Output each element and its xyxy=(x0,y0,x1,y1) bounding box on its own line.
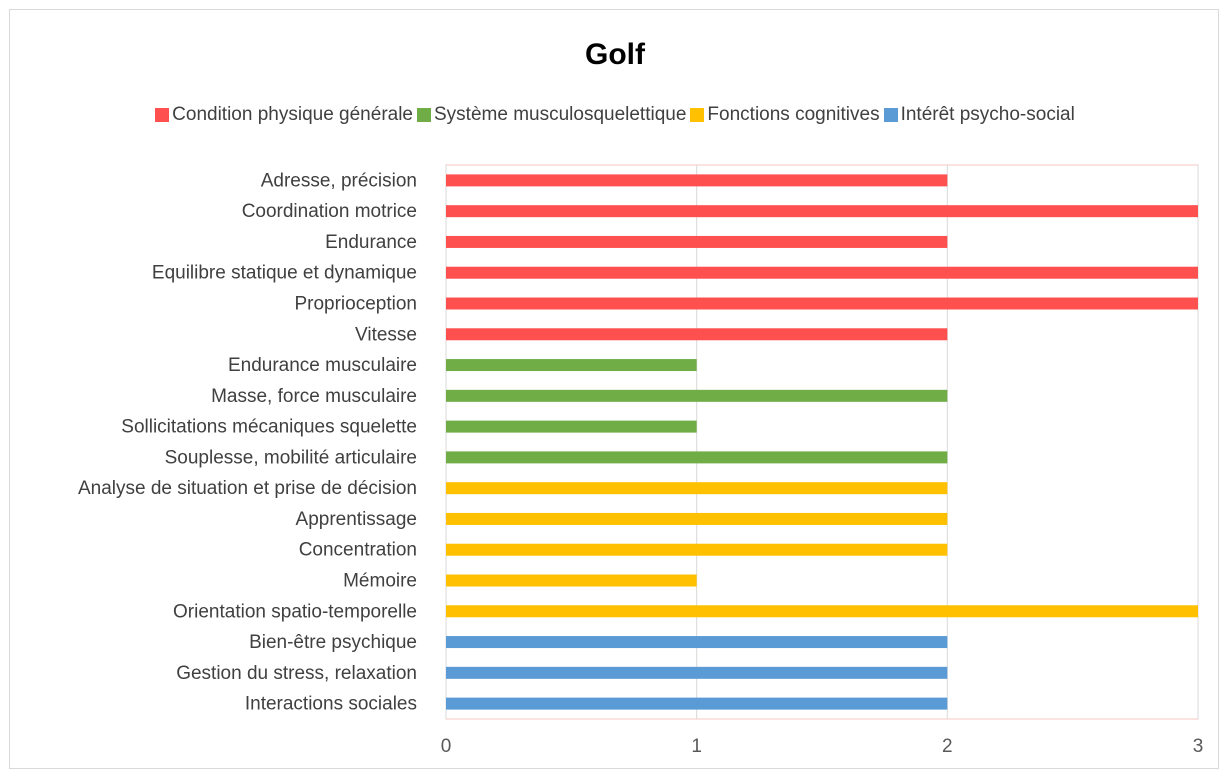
x-tick-label: 1 xyxy=(691,736,702,757)
category-label: Orientation spatio-temporelle xyxy=(173,601,417,622)
legend-item-interet-psycho-social: Intérêt psycho-social xyxy=(883,104,1075,126)
x-tick-label: 2 xyxy=(942,736,953,757)
category-label: Interactions sociales xyxy=(245,694,417,715)
legend-swatch xyxy=(883,108,898,122)
bar xyxy=(446,174,948,187)
legend-label: Intérêt psycho-social xyxy=(900,104,1075,125)
bar xyxy=(446,605,1198,618)
category-label: Masse, force musculaire xyxy=(211,386,417,407)
chart-title: Golf xyxy=(585,38,645,71)
category-label: Souplesse, mobilité articulaire xyxy=(165,447,417,468)
legend-label: Fonctions cognitives xyxy=(707,104,880,125)
bar xyxy=(446,482,948,495)
bar xyxy=(446,359,697,372)
bar xyxy=(446,451,948,464)
category-label: Endurance musculaire xyxy=(228,355,417,376)
category-label: Coordination motrice xyxy=(242,201,417,222)
category-label: Gestion du stress, relaxation xyxy=(176,663,417,684)
x-tick-label: 0 xyxy=(441,736,452,757)
bar xyxy=(446,297,1198,310)
category-label: Sollicitations mécaniques squelette xyxy=(121,417,417,438)
category-label: Adresse, précision xyxy=(261,170,417,191)
category-label: Vitesse xyxy=(355,324,417,345)
category-label: Bien-être psychique xyxy=(249,632,417,653)
legend-item-systeme-musculosquelettique: Système musculosquelettique xyxy=(417,104,686,126)
legend-swatch xyxy=(417,108,431,122)
bar xyxy=(446,235,948,248)
category-label: Mémoire xyxy=(343,571,417,592)
x-tick-label: 3 xyxy=(1193,736,1204,757)
plot-area xyxy=(445,164,1199,720)
category-label: Concentration xyxy=(299,540,417,561)
bar xyxy=(446,512,948,525)
category-label: Analyse de situation et prise de décisio… xyxy=(78,478,417,499)
chart-legend: Condition physique générale Système musc… xyxy=(0,104,1230,126)
bar xyxy=(446,666,948,679)
category-label: Equilibre statique et dynamique xyxy=(152,263,417,284)
category-label: Apprentissage xyxy=(296,509,417,530)
legend-item-fonctions-cognitives: Fonctions cognitives xyxy=(690,104,880,126)
legend-swatch xyxy=(690,108,705,122)
bar xyxy=(446,574,697,587)
legend-label: Système musculosquelettique xyxy=(434,104,687,125)
bar xyxy=(446,420,697,433)
category-label: Endurance xyxy=(325,232,417,253)
bar xyxy=(446,697,948,710)
legend-label: Condition physique générale xyxy=(172,104,413,125)
bar xyxy=(446,205,1198,218)
bar xyxy=(446,543,948,556)
legend-item-condition-physique: Condition physique générale xyxy=(155,104,413,126)
legend-swatch xyxy=(155,108,170,122)
bar xyxy=(446,389,948,402)
bar xyxy=(446,328,948,341)
bar xyxy=(446,266,1198,279)
category-label: Proprioception xyxy=(294,294,417,315)
bar xyxy=(446,636,948,649)
